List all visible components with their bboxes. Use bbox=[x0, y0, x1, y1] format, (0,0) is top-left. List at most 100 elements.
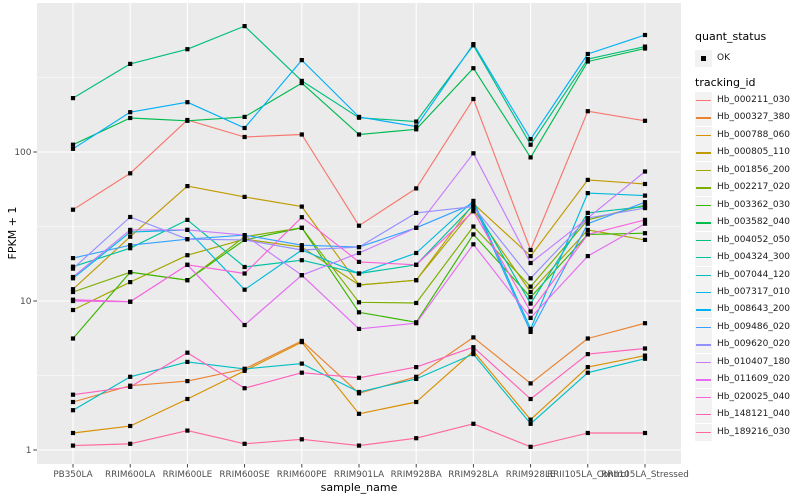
data-point bbox=[642, 321, 648, 326]
legend-item-label: Hb_007044_120 bbox=[717, 269, 791, 280]
legend-item-Hb_010407_180: Hb_010407_180 bbox=[695, 353, 800, 371]
legend-item-label: Hb_009620_020 bbox=[717, 339, 791, 350]
data-point bbox=[185, 237, 190, 242]
data-point bbox=[528, 381, 533, 386]
data-point bbox=[356, 114, 362, 119]
legend-item-Hb_000788_060: Hb_000788_060 bbox=[695, 126, 800, 144]
x-tick-label: RRIM928LE bbox=[506, 470, 556, 480]
legend-item-label: Hb_003582_040 bbox=[717, 217, 791, 228]
data-point bbox=[356, 443, 362, 448]
data-point bbox=[642, 221, 648, 226]
legend: quant_status OK tracking_id Hb_000211_03… bbox=[695, 0, 800, 500]
data-point bbox=[585, 177, 590, 182]
legend-key-box bbox=[695, 144, 712, 162]
data-point bbox=[242, 237, 247, 242]
data-point bbox=[70, 289, 76, 295]
legend-item-Hb_004324_300: Hb_004324_300 bbox=[695, 249, 800, 267]
legend-key-box bbox=[695, 109, 712, 127]
data-point bbox=[528, 329, 533, 334]
data-point bbox=[414, 376, 419, 381]
data-point bbox=[471, 232, 476, 237]
data-point bbox=[414, 210, 419, 215]
legend-item-label: Hb_148121_040 bbox=[717, 409, 791, 420]
legend-item-Hb_000327_380: Hb_000327_380 bbox=[695, 109, 800, 127]
line-swatch-icon bbox=[696, 239, 711, 241]
line-swatch-icon bbox=[696, 291, 711, 294]
data-point bbox=[528, 276, 533, 281]
legend-item-Hb_003582_040: Hb_003582_040 bbox=[695, 214, 800, 232]
data-point bbox=[70, 399, 76, 405]
data-point bbox=[299, 243, 304, 248]
data-point bbox=[185, 278, 190, 283]
data-point bbox=[471, 204, 476, 209]
y-tick-label: 100 bbox=[14, 148, 31, 158]
data-point bbox=[585, 336, 590, 341]
legend-item-Hb_009486_020: Hb_009486_020 bbox=[695, 318, 800, 336]
data-point bbox=[185, 379, 190, 384]
data-point bbox=[642, 169, 648, 174]
data-point bbox=[642, 356, 648, 361]
data-point bbox=[471, 198, 476, 203]
legend-item-Hb_004052_050: Hb_004052_050 bbox=[695, 231, 800, 249]
data-point bbox=[642, 193, 648, 198]
legend-item-label: Hb_002217_020 bbox=[717, 182, 791, 193]
legend-item-label: Hb_007317_010 bbox=[717, 286, 791, 297]
data-point bbox=[585, 210, 590, 215]
data-point bbox=[642, 237, 648, 242]
legend-item-label: Hb_000805_110 bbox=[717, 147, 791, 158]
data-point bbox=[299, 273, 304, 278]
legend-item-label: Hb_010407_180 bbox=[717, 356, 791, 367]
data-point bbox=[528, 289, 533, 295]
legend-item-Hb_003362_030: Hb_003362_030 bbox=[695, 196, 800, 214]
data-point bbox=[471, 96, 476, 102]
data-point bbox=[414, 321, 419, 326]
data-point bbox=[299, 81, 304, 86]
data-point bbox=[528, 396, 533, 402]
data-point bbox=[299, 78, 304, 83]
data-point bbox=[128, 110, 133, 115]
data-point bbox=[356, 250, 362, 256]
x-tick-label: RRIM600LA bbox=[105, 470, 155, 480]
x-tick-label: RRIM600LE bbox=[163, 470, 213, 480]
data-point bbox=[585, 232, 590, 237]
data-point bbox=[414, 250, 419, 256]
data-point bbox=[642, 217, 648, 222]
x-axis-title: sample_name bbox=[320, 481, 398, 494]
data-point bbox=[471, 151, 476, 156]
line-swatch-icon bbox=[696, 257, 711, 259]
legend-item-label: Hb_004052_050 bbox=[717, 234, 791, 245]
data-point bbox=[128, 423, 133, 429]
data-point bbox=[471, 345, 476, 350]
data-point bbox=[242, 441, 247, 446]
data-point bbox=[299, 247, 304, 253]
data-point bbox=[128, 299, 133, 304]
data-point bbox=[414, 262, 419, 267]
legend-item-Hb_009620_020: Hb_009620_020 bbox=[695, 336, 800, 354]
data-point bbox=[242, 287, 247, 292]
data-point bbox=[185, 253, 190, 258]
legend-key-box bbox=[695, 406, 712, 424]
data-point bbox=[185, 100, 190, 105]
legend-title-tracking-id: tracking_id bbox=[695, 76, 756, 89]
data-point bbox=[242, 194, 247, 199]
data-point bbox=[585, 352, 590, 357]
legend-key-box bbox=[695, 423, 712, 441]
x-tick-label: RRIM928BA bbox=[391, 470, 442, 480]
data-point bbox=[356, 310, 362, 315]
legend-key-box bbox=[695, 214, 712, 232]
data-point bbox=[356, 326, 362, 331]
legend-item-Hb_000211_030: Hb_000211_030 bbox=[695, 92, 800, 109]
data-point bbox=[585, 254, 590, 259]
x-tick-label: RRIM600SE bbox=[219, 470, 269, 480]
data-point bbox=[528, 142, 533, 147]
line-swatch-icon bbox=[696, 204, 711, 207]
data-point bbox=[585, 221, 590, 226]
data-point bbox=[70, 297, 76, 302]
data-point bbox=[585, 216, 590, 221]
y-tick-label: 1 bbox=[26, 446, 32, 456]
data-point bbox=[242, 233, 247, 238]
data-point bbox=[528, 155, 533, 160]
line-swatch-icon bbox=[696, 169, 711, 172]
